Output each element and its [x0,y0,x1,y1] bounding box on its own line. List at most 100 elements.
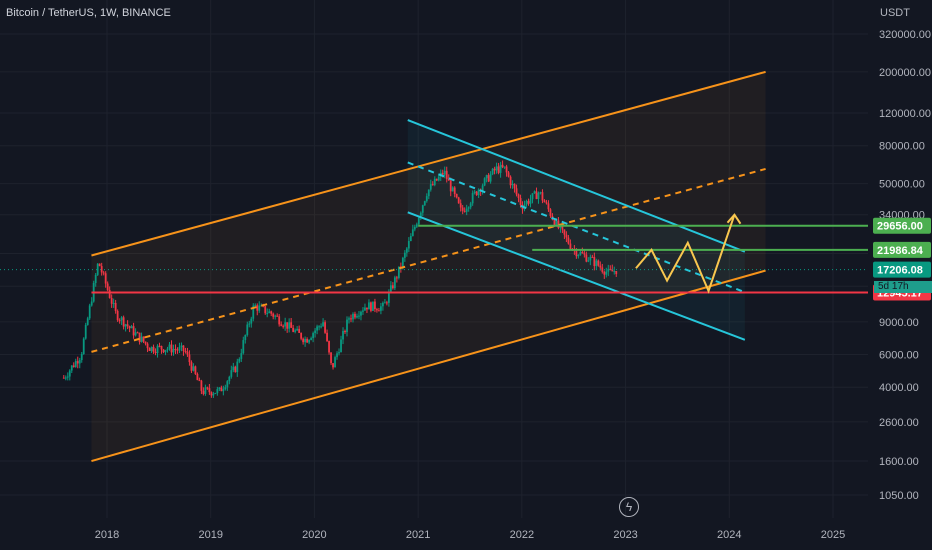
candle-body [282,325,285,327]
candle-body [413,226,416,230]
price-tag: 17206.08 [873,261,931,278]
time-axis-bg [0,518,868,550]
candle-body [461,207,464,211]
candle-body [431,184,434,186]
candle-body [192,366,195,371]
candle-body [407,241,410,249]
candle-body [142,336,145,342]
candle-body [322,322,324,327]
candle-body [575,250,578,257]
candle-body [485,175,488,179]
candle-body [134,332,137,336]
candle-body [176,349,179,351]
time-axis[interactable]: 2018 2019 2020 2021 2022 2023 2024 2025 [0,518,868,550]
candle-body [599,265,602,268]
orange-channel-bottom-line [91,269,766,463]
candle-body [591,256,594,258]
candle-body [274,315,277,317]
candle-body [487,175,490,182]
time-axis-label: 2025 [821,529,845,541]
time-axis-label: 2019 [198,529,222,541]
candle-body [314,330,316,334]
candle-body [102,272,105,274]
candle-body [304,338,307,343]
candle-body [364,307,366,311]
candle-body [543,200,546,203]
candle-body [148,348,151,352]
candle-body [332,363,334,368]
candle-body [419,212,422,218]
candle-body [531,193,534,200]
candle-body [164,349,167,353]
candle-body [397,266,400,278]
candle-body [208,388,211,393]
price-axis-label: 320000.00 [879,29,931,41]
candle-body [505,166,508,173]
candle-body [266,313,269,315]
candle-body [302,338,305,343]
candle-body [220,387,223,392]
candle-body [254,305,257,307]
candle-body [609,268,612,270]
candle-body [296,328,299,331]
candle-body [214,392,217,394]
currency-unit: USDT [880,7,910,19]
candle-body [250,318,253,324]
candle-body [463,210,466,212]
candle-body [80,354,83,361]
candle-body [228,376,231,382]
candle-body [118,320,121,322]
candle-body [152,346,155,352]
candle-body [100,266,103,273]
candle-body [350,318,352,320]
candle-body [497,166,500,173]
candle-body [234,366,237,373]
candle-body [122,317,125,327]
candle-body [382,302,384,307]
candle-body [236,361,239,373]
candle-body [256,305,259,311]
candle-body [312,333,314,339]
candle-body [605,271,608,275]
candle-body [477,189,480,196]
candle-body [519,198,522,205]
candle-body [465,208,468,212]
candle-body [555,220,558,226]
candle-body [94,274,97,283]
candle-body [136,332,139,334]
candle-body [108,289,111,299]
candle-body [224,387,227,390]
candle-body [190,362,193,371]
candle-body [170,344,173,353]
candle-body [252,305,255,319]
candle-body [593,256,596,267]
candle-body [286,322,289,329]
candle-body [577,254,580,257]
candle-body [138,332,141,342]
candle-body [378,310,380,312]
candle-body [507,172,510,177]
candle-body [112,302,115,304]
candle-body [583,253,586,255]
candle-body [362,310,364,312]
candle-body [527,200,530,204]
candle-body [395,277,398,279]
price-tag-label: 29656.00 [877,221,923,233]
candle-body [581,252,584,254]
price-axis-label: 9000.00 [879,317,919,329]
candle-body [222,389,225,392]
candle-body [545,202,548,204]
candle-body [380,306,382,311]
lightning-icon[interactable]: ϟ [619,497,639,517]
candle-body [411,229,414,236]
candle-body [200,380,203,391]
candle-body [525,200,528,205]
candle-body [435,178,438,181]
candle-body [132,326,135,336]
candle-body [210,392,213,396]
candle-body [306,338,309,343]
candle-body [489,174,492,182]
candle-body [587,260,590,262]
candle-body [457,197,460,204]
